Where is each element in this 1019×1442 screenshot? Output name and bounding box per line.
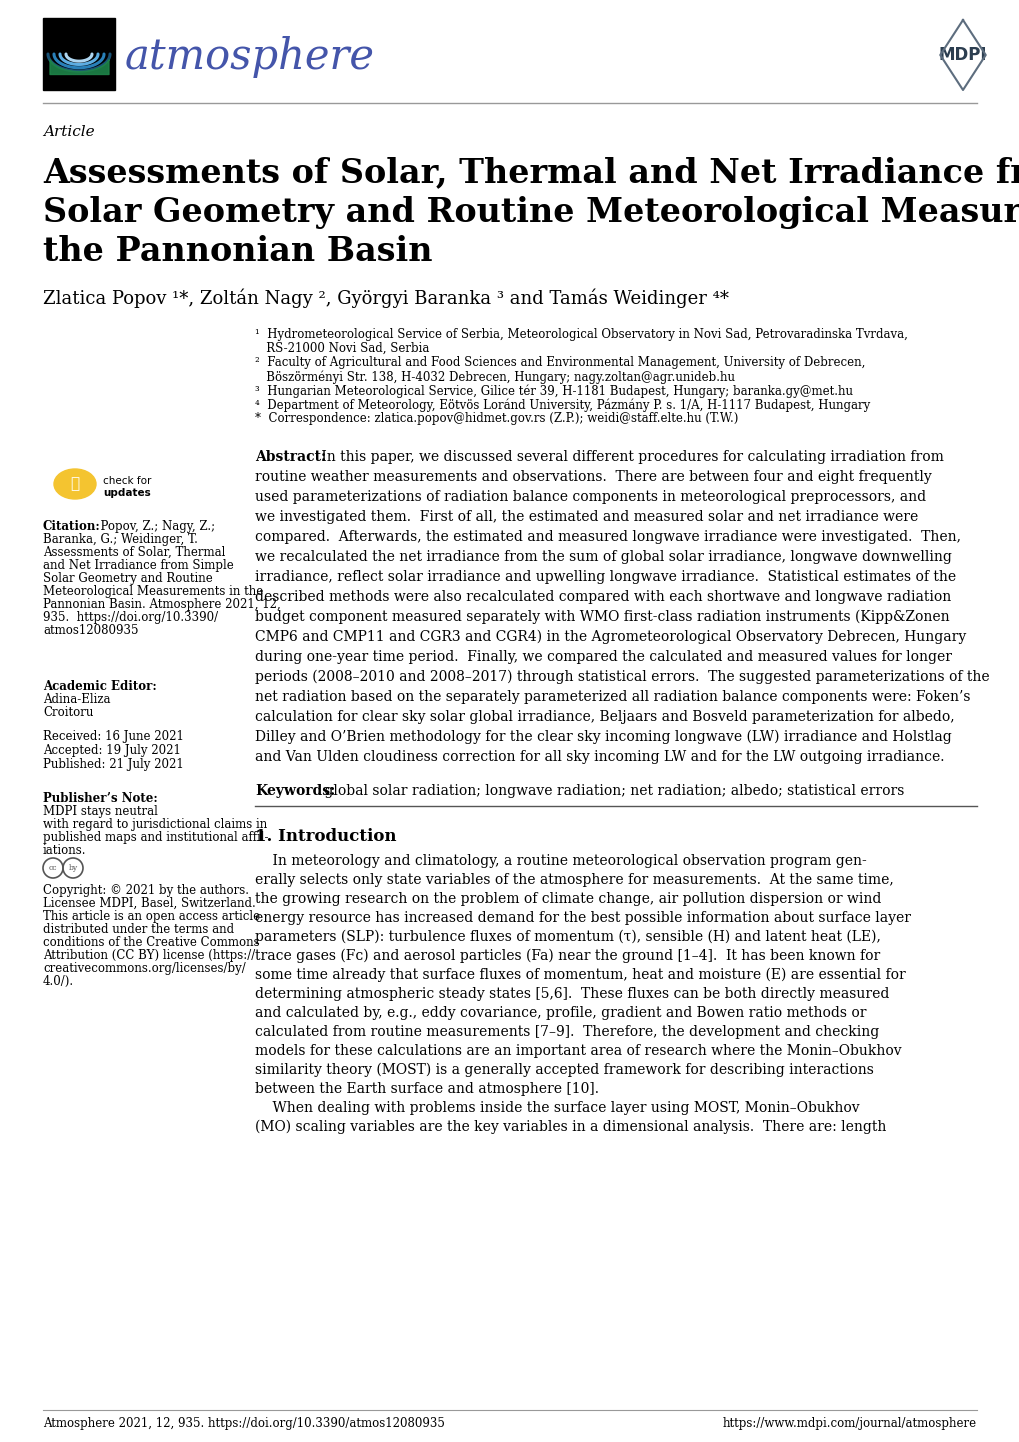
Text: routine weather measurements and observations.  There are between four and eight: routine weather measurements and observa… (255, 470, 930, 485)
Text: Keywords:: Keywords: (255, 784, 335, 797)
Text: 1. Introduction: 1. Introduction (255, 828, 396, 845)
Text: check for: check for (103, 476, 151, 486)
Text: Pannonian Basin. Atmosphere 2021, 12,: Pannonian Basin. Atmosphere 2021, 12, (43, 598, 280, 611)
Text: Solar Geometry and Routine: Solar Geometry and Routine (43, 572, 213, 585)
Text: Abstract:: Abstract: (255, 450, 326, 464)
Text: MDPI stays neutral: MDPI stays neutral (43, 805, 158, 818)
Text: calculated from routine measurements [7–9].  Therefore, the development and chec: calculated from routine measurements [7–… (255, 1025, 878, 1040)
Text: Baranka, G.; Weidinger, T.: Baranka, G.; Weidinger, T. (43, 534, 198, 547)
Text: budget component measured separately with WMO first-class radiation instruments : budget component measured separately wit… (255, 610, 949, 624)
Text: updates: updates (103, 487, 151, 497)
Text: When dealing with problems inside the surface layer using MOST, Monin–Obukhov: When dealing with problems inside the su… (255, 1102, 859, 1115)
Text: calculation for clear sky solar global irradiance, Beljaars and Bosveld paramete: calculation for clear sky solar global i… (255, 709, 954, 724)
Text: Licensee MDPI, Basel, Switzerland.: Licensee MDPI, Basel, Switzerland. (43, 897, 256, 910)
Text: In meteorology and climatology, a routine meteorological observation program gen: In meteorology and climatology, a routin… (255, 854, 866, 868)
Text: during one-year time period.  Finally, we compared the calculated and measured v: during one-year time period. Finally, we… (255, 650, 951, 663)
Text: energy resource has increased demand for the best possible information about sur: energy resource has increased demand for… (255, 911, 910, 924)
Text: ✓: ✓ (70, 477, 79, 490)
Text: Dilley and O’Brien methodology for the clear sky incoming longwave (LW) irradian: Dilley and O’Brien methodology for the c… (255, 730, 951, 744)
Text: the growing research on the problem of climate change, air pollution dispersion : the growing research on the problem of c… (255, 893, 880, 906)
Text: Croitoru: Croitoru (43, 707, 94, 720)
Text: 935.  https://doi.org/10.3390/: 935. https://doi.org/10.3390/ (43, 611, 218, 624)
Text: net radiation based on the separately parameterized all radiation balance compon: net radiation based on the separately pa… (255, 691, 969, 704)
Text: creativecommons.org/licenses/by/: creativecommons.org/licenses/by/ (43, 962, 246, 975)
Text: CMP6 and CMP11 and CGR3 and CGR4) in the Agrometeorological Observatory Debrecen: CMP6 and CMP11 and CGR3 and CGR4) in the… (255, 630, 965, 645)
Text: ⁴  Department of Meteorology, Eötvös Loránd University, Pázmány P. s. 1/A, H-111: ⁴ Department of Meteorology, Eötvös Lorá… (255, 398, 869, 411)
Text: by: by (68, 864, 77, 872)
Text: global solar radiation; longwave radiation; net radiation; albedo; statistical e: global solar radiation; longwave radiati… (320, 784, 904, 797)
Text: and Net Irradiance from Simple: and Net Irradiance from Simple (43, 559, 233, 572)
Text: Atmosphere 2021, 12, 935. https://doi.org/10.3390/atmos12080935: Atmosphere 2021, 12, 935. https://doi.or… (43, 1417, 444, 1430)
Text: Popov, Z.; Nagy, Z.;: Popov, Z.; Nagy, Z.; (93, 521, 215, 534)
Text: Academic Editor:: Academic Editor: (43, 681, 157, 694)
Text: trace gases (Fᴄ) and aerosol particles (Fa) near the ground [1–4].  It has been : trace gases (Fᴄ) and aerosol particles (… (255, 949, 879, 963)
Text: In this paper, we discussed several different procedures for calculating irradia: In this paper, we discussed several diff… (317, 450, 943, 464)
Text: the Pannonian Basin: the Pannonian Basin (43, 235, 432, 268)
Text: models for these calculations are an important area of research where the Monin–: models for these calculations are an imp… (255, 1044, 901, 1058)
Text: iations.: iations. (43, 844, 87, 857)
Text: and calculated by, e.g., eddy covariance, profile, gradient and Bowen ratio meth: and calculated by, e.g., eddy covariance… (255, 1007, 866, 1019)
Text: between the Earth surface and atmosphere [10].: between the Earth surface and atmosphere… (255, 1082, 598, 1096)
Text: conditions of the Creative Commons: conditions of the Creative Commons (43, 936, 260, 949)
Text: erally selects only state variables of the atmosphere for measurements.  At the : erally selects only state variables of t… (255, 872, 893, 887)
Text: Solar Geometry and Routine Meteorological Measurements in: Solar Geometry and Routine Meteorologica… (43, 196, 1019, 229)
Text: distributed under the terms and: distributed under the terms and (43, 923, 234, 936)
Text: atmos12080935: atmos12080935 (43, 624, 139, 637)
Text: This article is an open access article: This article is an open access article (43, 910, 260, 923)
Text: Meteorological Measurements in the: Meteorological Measurements in the (43, 585, 263, 598)
Ellipse shape (54, 469, 96, 499)
Text: some time already that surface fluxes of momentum, heat and moisture (E) are ess: some time already that surface fluxes of… (255, 968, 905, 982)
Text: atmosphere: atmosphere (125, 36, 375, 78)
Text: we investigated them.  First of all, the estimated and measured solar and net ir: we investigated them. First of all, the … (255, 510, 917, 523)
Text: cc: cc (49, 864, 57, 872)
Text: RS-21000 Novi Sad, Serbia: RS-21000 Novi Sad, Serbia (255, 342, 429, 355)
Text: MDPI: MDPI (937, 46, 986, 63)
Text: Article: Article (43, 125, 95, 138)
Text: *  Correspondence: zlatica.popov@hidmet.gov.rs (Z.P.); weidi@staff.elte.hu (T.W.: * Correspondence: zlatica.popov@hidmet.g… (255, 412, 738, 425)
Text: Published: 21 July 2021: Published: 21 July 2021 (43, 758, 183, 771)
Text: Assessments of Solar, Thermal and Net Irradiance from Simple: Assessments of Solar, Thermal and Net Ir… (43, 157, 1019, 190)
Bar (43, 17, 115, 89)
Text: Böszörményi Str. 138, H-4032 Debrecen, Hungary; nagy.zoltan@agr.unideb.hu: Böszörményi Str. 138, H-4032 Debrecen, H… (255, 371, 735, 384)
Text: irradiance, reflect solar irradiance and upwelling longwave irradiance.  Statist: irradiance, reflect solar irradiance and… (255, 570, 955, 584)
Text: similarity theory (MOST) is a generally accepted framework for describing intera: similarity theory (MOST) is a generally … (255, 1063, 873, 1077)
Text: parameters (SLP): turbulence fluxes of momentum (τ), sensible (H) and latent hea: parameters (SLP): turbulence fluxes of m… (255, 930, 880, 945)
Text: (MO) scaling variables are the key variables in a dimensional analysis.  There a: (MO) scaling variables are the key varia… (255, 1120, 886, 1135)
Text: used parameterizations of radiation balance components in meteorological preproc: used parameterizations of radiation bala… (255, 490, 925, 505)
Text: periods (2008–2010 and 2008–2017) through statistical errors.  The suggested par: periods (2008–2010 and 2008–2017) throug… (255, 671, 988, 685)
Text: determining atmospheric steady states [5,6].  These fluxes can be both directly : determining atmospheric steady states [5… (255, 986, 889, 1001)
Text: Publisher’s Note:: Publisher’s Note: (43, 792, 158, 805)
Text: Citation:: Citation: (43, 521, 101, 534)
Text: ¹  Hydrometeorological Service of Serbia, Meteorological Observatory in Novi Sad: ¹ Hydrometeorological Service of Serbia,… (255, 327, 907, 340)
Text: Copyright: © 2021 by the authors.: Copyright: © 2021 by the authors. (43, 884, 249, 897)
Text: Attribution (CC BY) license (https://: Attribution (CC BY) license (https:// (43, 949, 255, 962)
Text: published maps and institutional affil-: published maps and institutional affil- (43, 831, 268, 844)
Text: Assessments of Solar, Thermal: Assessments of Solar, Thermal (43, 547, 225, 559)
Text: compared.  Afterwards, the estimated and measured longwave irradiance were inves: compared. Afterwards, the estimated and … (255, 531, 960, 544)
Text: and Van Ulden cloudiness correction for all sky incoming LW and for the LW outgo: and Van Ulden cloudiness correction for … (255, 750, 944, 764)
Text: we recalculated the net irradiance from the sum of global solar irradiance, long: we recalculated the net irradiance from … (255, 549, 951, 564)
Text: ³  Hungarian Meteorological Service, Gilice tér 39, H-1181 Budapest, Hungary; ba: ³ Hungarian Meteorological Service, Gili… (255, 384, 852, 398)
Text: described methods were also recalculated compared with each shortwave and longwa: described methods were also recalculated… (255, 590, 951, 604)
Text: 4.0/).: 4.0/). (43, 975, 74, 988)
Text: Accepted: 19 July 2021: Accepted: 19 July 2021 (43, 744, 180, 757)
Text: https://www.mdpi.com/journal/atmosphere: https://www.mdpi.com/journal/atmosphere (722, 1417, 976, 1430)
Text: Adina-Eliza: Adina-Eliza (43, 694, 110, 707)
Text: Received: 16 June 2021: Received: 16 June 2021 (43, 730, 183, 743)
Text: ²  Faculty of Agricultural and Food Sciences and Environmental Management, Unive: ² Faculty of Agricultural and Food Scien… (255, 356, 864, 369)
Text: with regard to jurisdictional claims in: with regard to jurisdictional claims in (43, 818, 267, 831)
Text: Zlatica Popov ¹*, Zoltán Nagy ², Györgyi Baranka ³ and Tamás Weidinger ⁴*: Zlatica Popov ¹*, Zoltán Nagy ², Györgyi… (43, 288, 729, 307)
